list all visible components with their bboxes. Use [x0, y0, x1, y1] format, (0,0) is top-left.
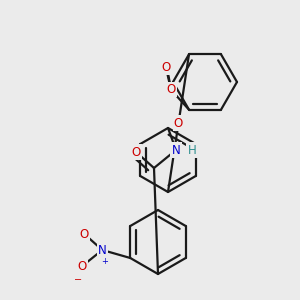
- Text: O: O: [80, 227, 89, 241]
- Text: O: O: [174, 117, 183, 130]
- Text: N: N: [98, 244, 107, 256]
- Text: O: O: [161, 61, 171, 74]
- Text: O: O: [78, 260, 87, 272]
- Text: O: O: [131, 146, 141, 158]
- Text: H: H: [188, 143, 196, 157]
- Text: −: −: [74, 275, 82, 285]
- Text: N: N: [172, 143, 180, 157]
- Text: +: +: [101, 256, 108, 266]
- Text: O: O: [167, 83, 176, 96]
